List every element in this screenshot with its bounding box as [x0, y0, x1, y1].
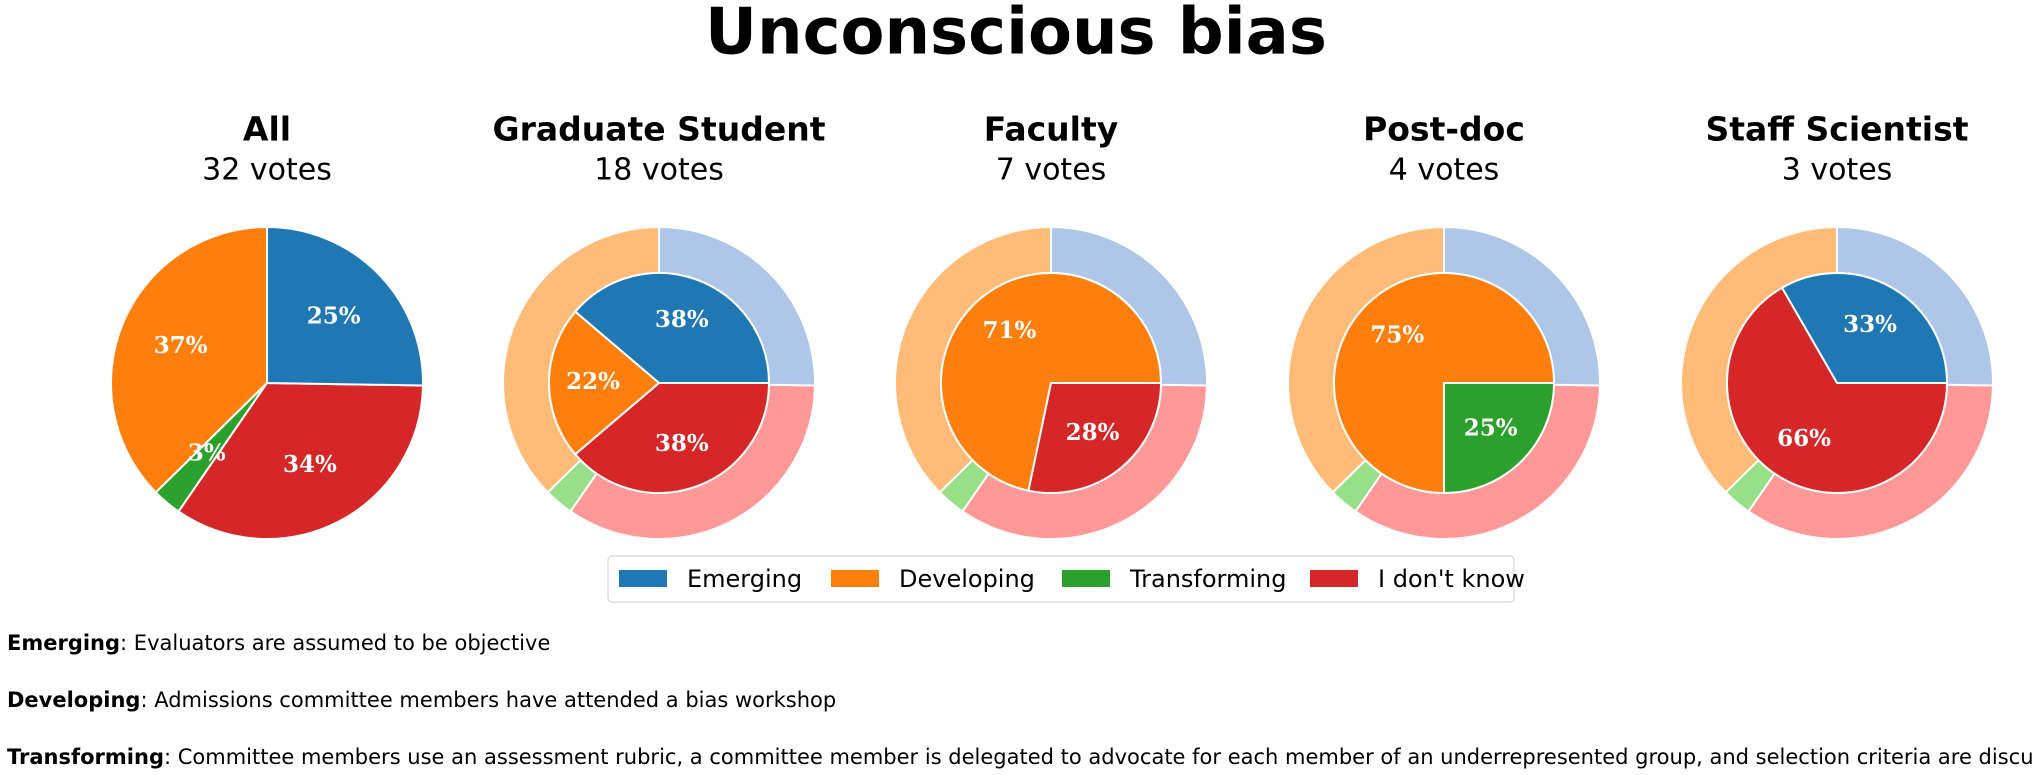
note: Transforming: Committee members use an a… [7, 745, 2033, 769]
value-label: 66% [1777, 425, 1831, 452]
value-label: 38% [655, 430, 709, 457]
note-text: : Admissions committee members have atte… [140, 688, 836, 712]
chart-subtitle: 4 votes [1389, 153, 1500, 188]
value-label: 38% [655, 306, 709, 333]
legend-label: I don't know [1378, 565, 1525, 593]
inner-wedge [1726, 286, 1949, 494]
wedge [177, 381, 424, 540]
chart-subtitle: 32 votes [202, 153, 332, 188]
value-label: 22% [566, 368, 620, 395]
legend-swatch [619, 570, 667, 587]
note: Developing: Admissions committee members… [7, 688, 836, 712]
legend-label: Transforming [1129, 565, 1287, 593]
wedge [110, 225, 268, 494]
chart-title: Post-doc [1363, 110, 1525, 149]
chart-subtitle: 18 votes [594, 153, 724, 188]
inner-wedge [1780, 272, 1949, 384]
note-term: Developing [7, 688, 140, 712]
chart-subtitle: 7 votes [996, 153, 1107, 188]
note: Emerging: Evaluators are assumed to be o… [7, 631, 550, 655]
value-label: 25% [307, 302, 361, 329]
value-label: 37% [154, 332, 208, 359]
inner-wedge [1443, 382, 1556, 495]
value-label: 33% [1843, 311, 1897, 338]
inner-wedge [940, 272, 1163, 492]
value-label: 71% [982, 317, 1036, 344]
chart-title: Graduate Student [493, 110, 826, 149]
note-text: : Evaluators are assumed to be objective [120, 631, 550, 655]
inner-wedge [573, 382, 771, 494]
legend-swatch [831, 570, 879, 587]
note-term: Emerging [7, 631, 120, 655]
value-label: 28% [1066, 419, 1120, 446]
chart-subtitle: 3 votes [1782, 153, 1893, 188]
note-term: Transforming [7, 745, 164, 769]
inner-wedge [573, 272, 771, 384]
legend-swatch [1310, 570, 1358, 587]
inner-wedge [1027, 382, 1163, 494]
value-label: 34% [283, 451, 337, 478]
note-text: : Committee members use an assessment ru… [164, 745, 2033, 769]
figure-title: Unconscious bias [705, 0, 1327, 70]
legend-swatch [1062, 570, 1110, 587]
inner-wedge [548, 310, 661, 456]
legend-box [607, 555, 1515, 603]
value-label: 3% [188, 440, 226, 467]
value-label: 25% [1464, 415, 1518, 442]
wedge [266, 225, 424, 387]
legend-label: Emerging [687, 565, 802, 593]
chart-title: All [243, 110, 291, 149]
chart-title: Staff Scientist [1705, 110, 1968, 149]
legend-label: Developing [899, 565, 1035, 593]
value-label: 75% [1370, 321, 1424, 348]
chart-title: Faculty [984, 110, 1119, 149]
